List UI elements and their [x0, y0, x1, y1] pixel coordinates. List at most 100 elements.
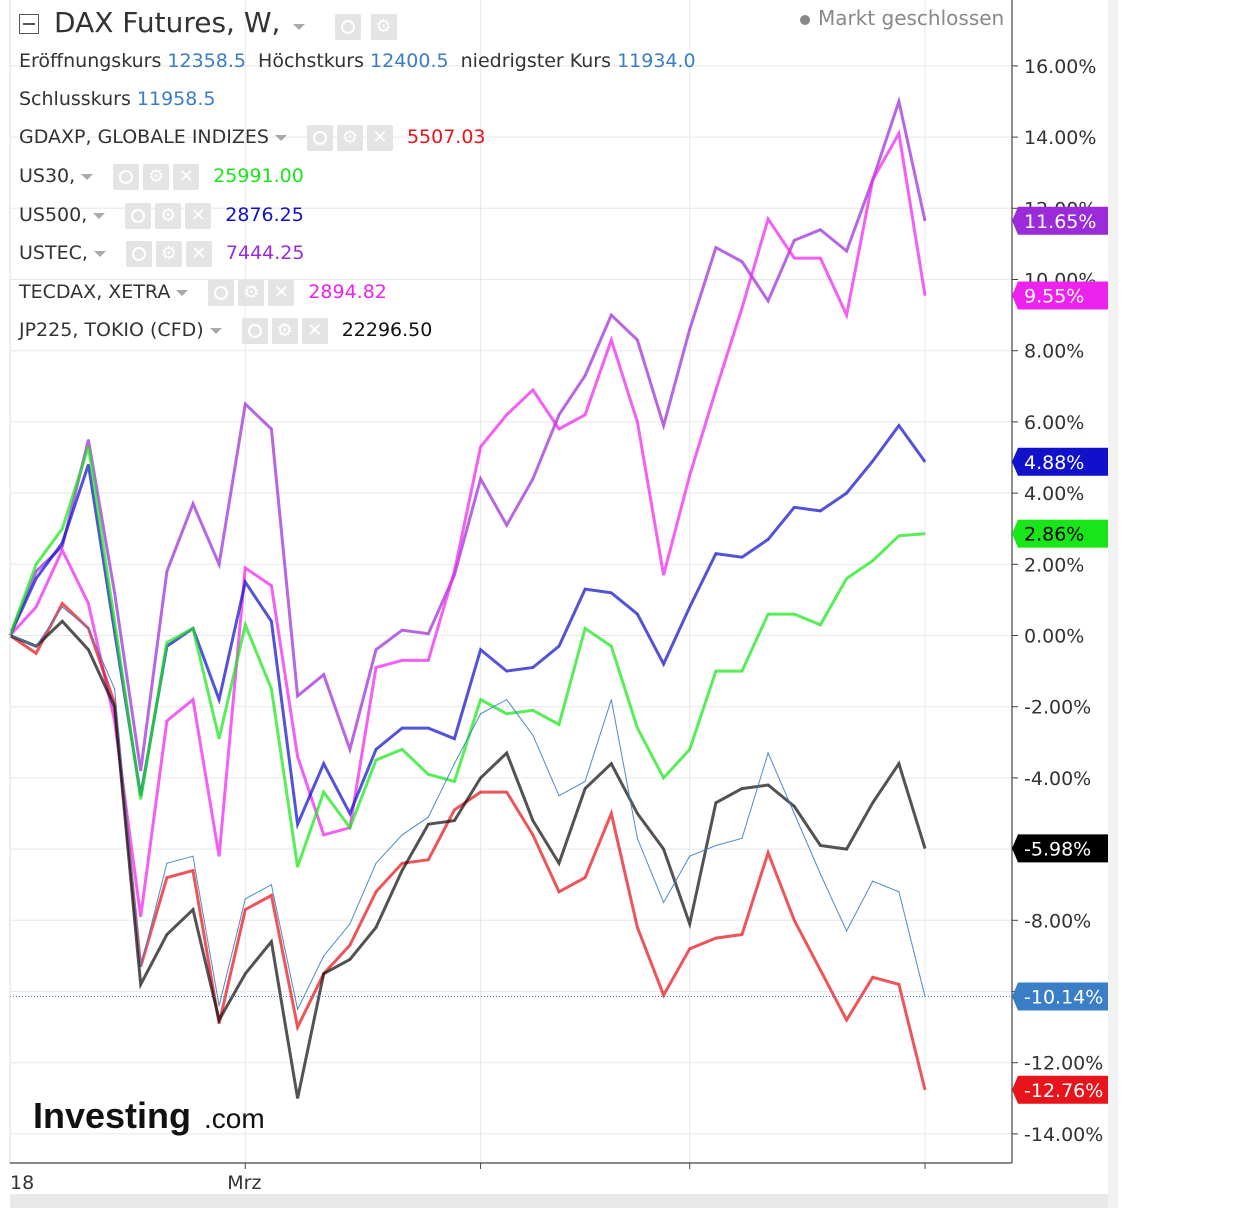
data-point: [741, 670, 743, 672]
legend-item-name: TECDAX, XETRA: [19, 281, 171, 303]
close-icon[interactable]: ✕: [268, 279, 295, 306]
chevron-down-icon[interactable]: [93, 250, 106, 257]
gear-icon[interactable]: ⚙: [238, 279, 265, 306]
data-point: [558, 414, 560, 416]
data-point: [689, 606, 691, 608]
chevron-down-icon[interactable]: [93, 212, 106, 219]
data-point: [532, 709, 534, 711]
data-point: [506, 713, 508, 715]
data-point: [296, 866, 299, 868]
data-point: [375, 649, 377, 651]
data-point: [741, 556, 743, 558]
data-point: [479, 791, 482, 793]
eye-icon[interactable]: [334, 13, 361, 40]
data-point: [506, 670, 508, 672]
data-point: [715, 389, 717, 391]
data-point: [35, 645, 37, 647]
data-point: [872, 802, 874, 804]
badge-label: 2.86%: [1024, 524, 1084, 546]
data-point: [192, 909, 194, 911]
data-point: [872, 976, 874, 978]
data-point: [819, 510, 822, 512]
data-point: [662, 848, 665, 850]
data-point: [453, 738, 456, 740]
close-icon[interactable]: ✕: [185, 240, 212, 267]
data-point: [140, 983, 142, 985]
data-point: [61, 602, 63, 605]
close-icon[interactable]: ✕: [366, 124, 393, 151]
data-point: [636, 812, 639, 815]
series-line: [8, 129, 927, 917]
chevron-down-icon[interactable]: [209, 327, 222, 334]
chevron-down-icon[interactable]: [274, 134, 287, 141]
legend-item: USTEC, ⚙ ✕ 7444.25: [19, 240, 304, 267]
chevron-down-icon[interactable]: [176, 289, 189, 296]
data-point: [401, 748, 403, 751]
data-point: [87, 602, 90, 605]
data-point: [401, 834, 403, 836]
data-point: [270, 688, 273, 690]
eye-icon[interactable]: [113, 163, 140, 190]
chart-title: DAX Futures, W,: [54, 6, 281, 39]
data-point: [715, 844, 717, 847]
data-point: [898, 535, 900, 537]
eye-icon[interactable]: [306, 124, 333, 151]
data-point: [401, 629, 403, 631]
data-point: [166, 933, 168, 936]
data-point: [767, 218, 769, 220]
eye-icon[interactable]: [125, 202, 152, 229]
data-point: [662, 574, 665, 576]
data-point: [532, 666, 534, 669]
data-point: [610, 314, 612, 316]
gear-icon[interactable]: ⚙: [336, 124, 363, 151]
series-line: [8, 95, 927, 772]
gear-icon[interactable]: ⚙: [271, 317, 298, 344]
data-point: [741, 837, 743, 840]
series-lines: [8, 95, 1012, 1099]
data-point: [793, 805, 795, 807]
chevron-down-icon[interactable]: [292, 23, 305, 30]
close-icon[interactable]: ✕: [301, 317, 328, 344]
data-point: [427, 773, 429, 775]
high-value: 12400.5: [370, 50, 449, 72]
data-point: [845, 250, 848, 252]
legend-item-value: 22296.50: [341, 319, 433, 341]
data-point: [532, 389, 534, 391]
gear-icon[interactable]: ⚙: [155, 202, 182, 229]
badge-pointer: [1012, 206, 1018, 235]
data-point: [898, 983, 900, 985]
eye-icon[interactable]: [208, 279, 235, 306]
badge-box: [1018, 1075, 1108, 1104]
chevron-down-icon[interactable]: [81, 173, 94, 180]
close-icon[interactable]: ✕: [173, 163, 200, 190]
grid: [10, 0, 1012, 1163]
x-tick-label: Mrz: [227, 1172, 261, 1194]
high-label: Höchstkurs: [258, 50, 364, 72]
close-icon[interactable]: ✕: [185, 202, 212, 229]
gear-icon[interactable]: ⚙: [143, 163, 170, 190]
data-point: [349, 827, 351, 829]
collapse-icon[interactable]: [19, 14, 39, 34]
x-axis: 18 Mrz: [10, 1162, 1012, 1194]
data-point: [296, 695, 299, 697]
scroll-track[interactable]: [10, 1194, 1108, 1208]
y-tick-label: -2.00%: [1024, 697, 1091, 719]
data-point: [819, 229, 822, 231]
data-point: [453, 763, 456, 765]
data-point: [741, 261, 743, 263]
data-point: [636, 926, 639, 929]
data-point: [427, 816, 429, 818]
data-point: [924, 847, 926, 849]
logo-brand: Investing: [33, 1095, 191, 1136]
gear-icon[interactable]: ⚙: [155, 240, 182, 267]
gear-icon[interactable]: ⚙: [370, 13, 397, 40]
eye-icon[interactable]: [125, 240, 152, 267]
y-tick-label: 2.00%: [1024, 554, 1084, 576]
data-point: [584, 787, 586, 790]
data-point: [296, 1097, 299, 1099]
eye-icon[interactable]: [241, 317, 268, 344]
last-value-badge: 9.55%: [1012, 281, 1108, 310]
data-point: [323, 955, 325, 957]
data-point: [453, 809, 456, 811]
